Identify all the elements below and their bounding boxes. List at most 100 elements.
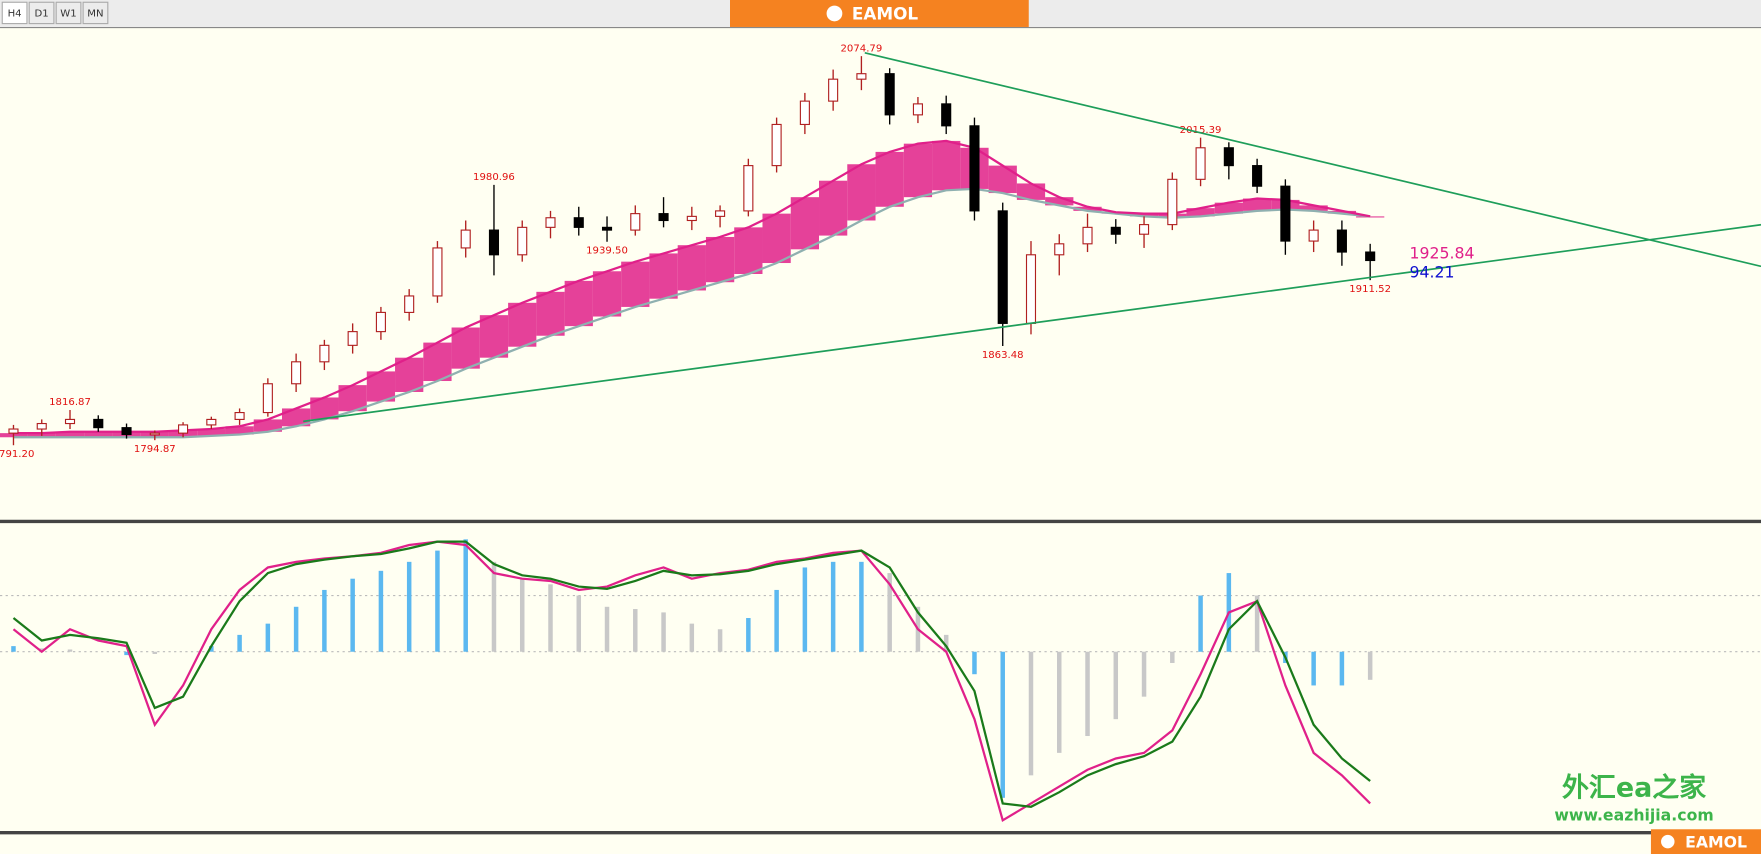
trendline <box>864 51 1761 268</box>
candle-body-up <box>1025 254 1037 324</box>
candle-body-up <box>432 247 443 297</box>
ma-ribbon <box>310 397 339 420</box>
candle-body-up <box>743 165 754 212</box>
histogram-bar <box>604 606 610 652</box>
histogram-bar <box>124 651 129 656</box>
candle-body-up <box>178 424 189 434</box>
histogram-bar <box>1367 651 1373 680</box>
histogram-bar <box>633 609 638 652</box>
histogram-bar <box>774 589 779 652</box>
histogram-bar <box>1311 651 1316 686</box>
candle-body-down <box>1110 226 1121 235</box>
histogram-bar <box>1254 595 1260 652</box>
timeframe-label[interactable]: D1 <box>34 8 48 19</box>
candle-body-up <box>460 229 471 249</box>
candle-body-up <box>630 213 641 231</box>
candle-body-up <box>375 311 386 333</box>
histogram-bar <box>1028 651 1034 776</box>
candle-body-down <box>941 103 952 127</box>
ma-ribbon <box>705 236 735 283</box>
timeframe-tab[interactable] <box>82 1 109 25</box>
histogram-bar <box>237 634 242 652</box>
histogram-bar <box>1198 595 1203 652</box>
price-label: 1863.48 <box>982 350 1024 361</box>
candle-body-down <box>969 125 980 212</box>
histogram-bar <box>746 618 751 652</box>
candle-body-up <box>1195 147 1206 180</box>
histogram-bar <box>435 550 440 652</box>
watermark-title: 外汇ea之家 <box>1562 771 1706 803</box>
ma-ribbon <box>197 429 226 436</box>
candle-body-up <box>1308 229 1319 242</box>
histogram-bar <box>1085 651 1090 737</box>
timeframe-tab[interactable] <box>55 1 82 25</box>
ma-fast-line <box>13 139 1371 435</box>
histogram-bar <box>830 561 836 652</box>
watermark-url: www.eazhijia.com <box>1554 805 1713 824</box>
candle-body-up <box>1138 224 1150 235</box>
price-label: 1791.20 <box>0 449 34 460</box>
histogram-bar <box>378 570 384 652</box>
trendline <box>303 223 1761 423</box>
candle-body-down <box>658 213 669 222</box>
oscillator-line <box>12 540 1371 808</box>
ma-ribbon <box>1214 202 1243 214</box>
ma-ribbon <box>564 280 593 327</box>
ma-ribbon <box>253 419 282 432</box>
histogram-bar <box>717 629 723 652</box>
candle-body-up <box>36 422 47 430</box>
ma-ribbon <box>677 245 706 291</box>
ma-ribbon <box>225 426 254 435</box>
oscillator-line <box>12 540 1371 823</box>
candle-body-down <box>488 229 500 256</box>
candle-body-up <box>799 100 810 126</box>
price-label: 2015.39 <box>1180 125 1222 136</box>
ma-ribbon <box>1242 198 1272 211</box>
ma-ribbon <box>1327 210 1357 214</box>
ma-ribbon <box>1045 197 1074 206</box>
histogram-bar <box>802 567 808 652</box>
timeframe-label[interactable]: W1 <box>60 8 76 19</box>
ma-ribbon <box>536 291 565 336</box>
brand: EAMOL <box>852 4 919 24</box>
histogram-bar <box>576 595 582 652</box>
ma-ribbon <box>55 431 85 438</box>
candle-body-up <box>1054 243 1065 256</box>
candle-body-up <box>8 428 19 434</box>
oscillator-pane <box>0 539 1761 823</box>
histogram-bar <box>491 561 497 652</box>
candle-body-up <box>206 418 217 426</box>
ma-ribbon <box>621 261 650 307</box>
histogram-bar <box>406 561 412 652</box>
price-label: 2074.79 <box>841 43 883 54</box>
footer-brand-icon <box>1661 834 1675 849</box>
ma-ribbon <box>1129 213 1159 217</box>
ma-ribbon <box>423 342 452 382</box>
histogram-bar <box>1113 651 1119 720</box>
histogram-bar <box>972 651 977 675</box>
timeframe-label[interactable]: MN <box>87 8 103 19</box>
footer-brand: EAMOL <box>1685 832 1747 851</box>
timeframe-tab[interactable] <box>28 1 55 25</box>
timeframe-label[interactable]: H4 <box>8 8 22 19</box>
ma-ribbon <box>847 164 876 221</box>
ma-ribbon <box>84 431 113 438</box>
brand-icon <box>826 5 843 22</box>
candle-body-down <box>884 73 895 116</box>
timeframe-tab[interactable] <box>1 1 28 25</box>
ma-ribbon <box>1299 205 1328 211</box>
ma-ribbon <box>790 197 820 250</box>
indicator-label: 94.21 <box>1409 263 1454 282</box>
last-price-label: 1925.84 <box>1409 243 1474 262</box>
candle-body-down <box>601 226 613 231</box>
candle-body-down <box>1365 251 1376 262</box>
ma-ribbon <box>451 327 480 369</box>
price-label: 1794.87 <box>134 444 176 455</box>
histogram-bar <box>322 589 327 652</box>
candle-body-up <box>404 295 415 313</box>
price-label: 1816.87 <box>49 397 91 408</box>
price-pane: 2074.79 1980.96 1939.50 2015.39 1863.48 1911.… <box>0 43 1474 460</box>
histogram-bar <box>293 606 299 652</box>
candle-body-up <box>319 344 330 363</box>
candle-body-up <box>347 331 358 346</box>
